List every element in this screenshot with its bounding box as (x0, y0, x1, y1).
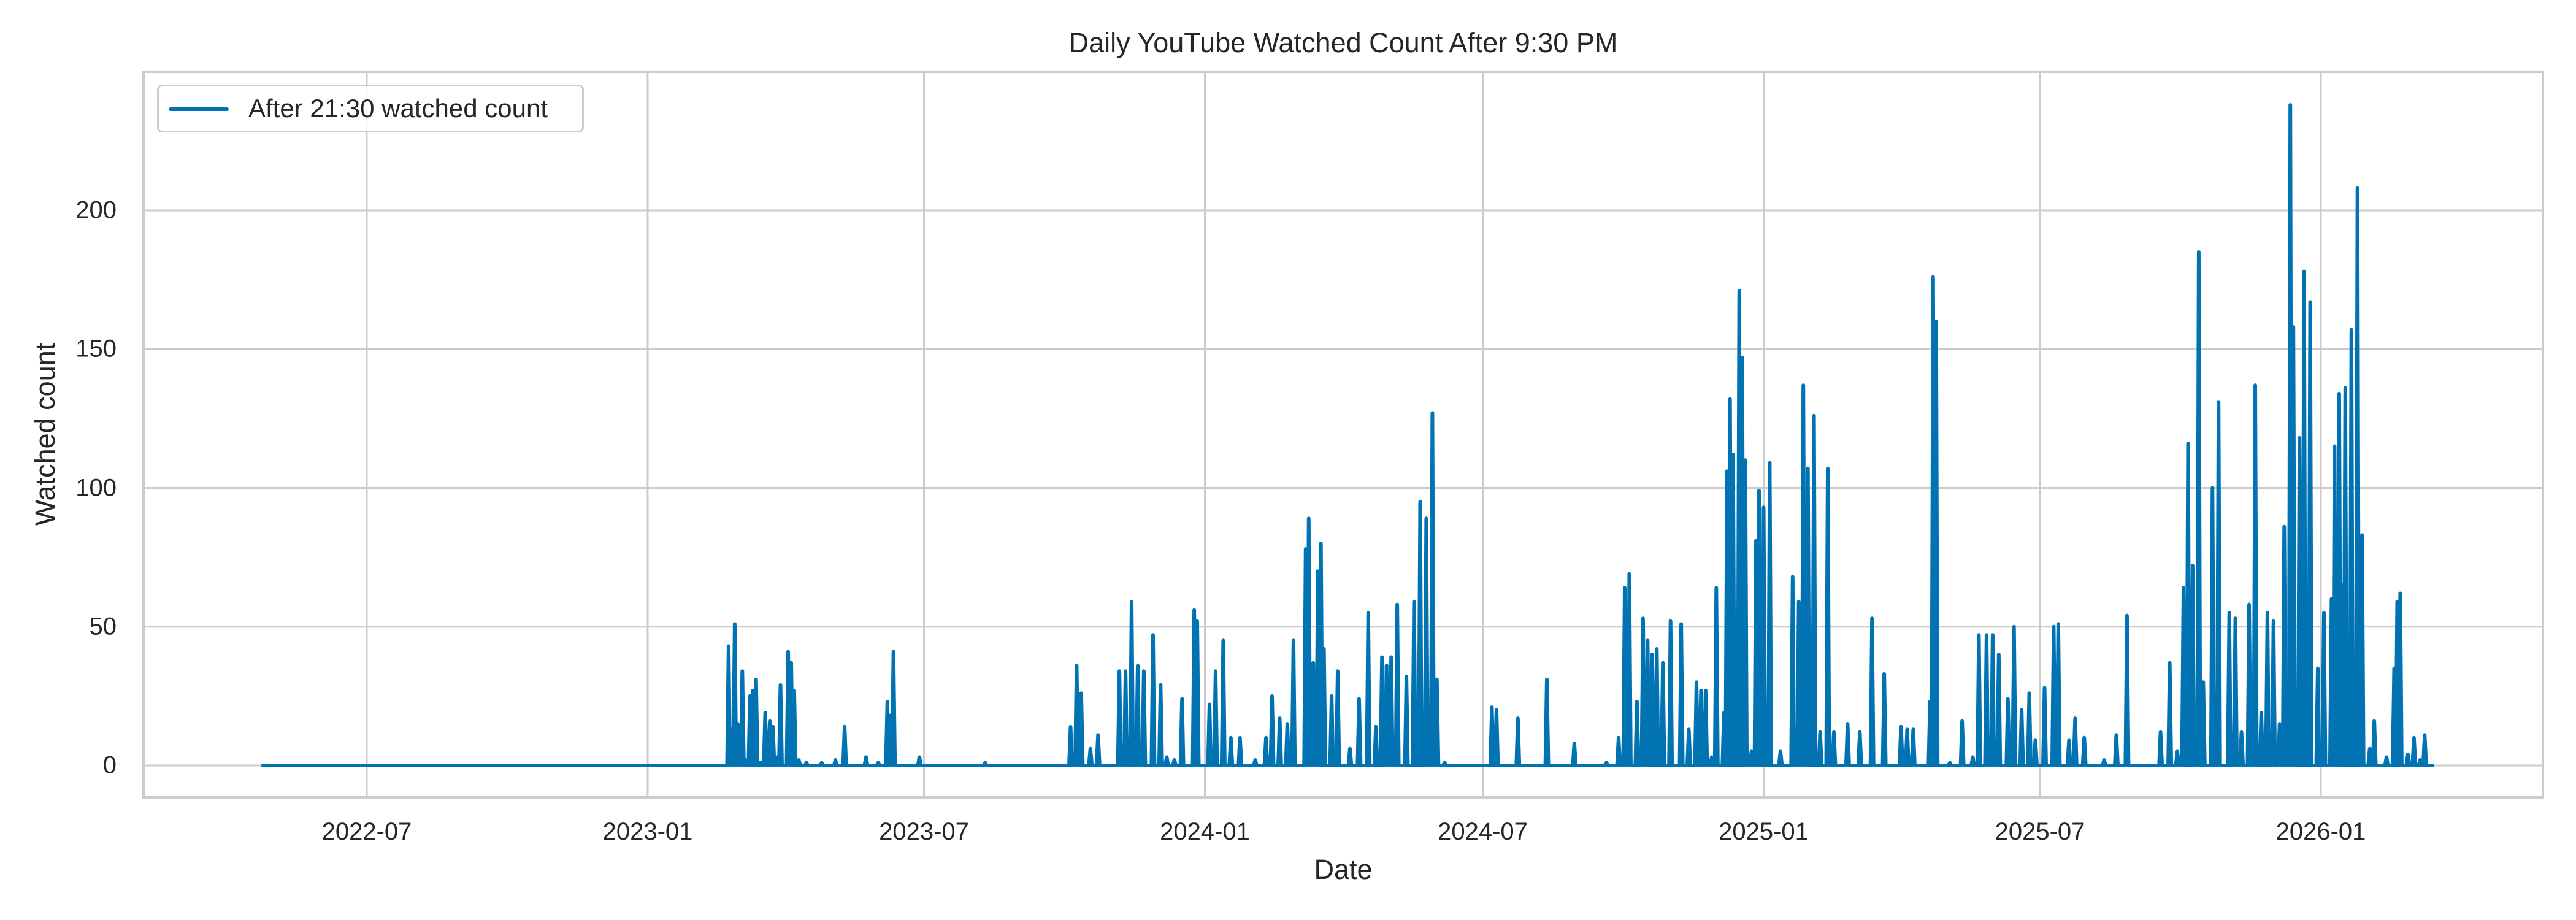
legend-label: After 21:30 watched count (248, 94, 548, 123)
x-gridlines (366, 72, 2322, 797)
x-tick-label: 2025-07 (1995, 818, 2085, 845)
y-tick-label: 200 (75, 196, 117, 224)
y-tick-label: 100 (75, 474, 117, 501)
series-line-after-2130 (261, 103, 2434, 767)
x-tick-label: 2024-07 (1438, 818, 1528, 845)
x-tick-label: 2023-07 (879, 818, 969, 845)
x-axis-label: Date (1314, 854, 1373, 885)
x-tick-label: 2025-01 (1719, 818, 1809, 845)
legend-line-swatch-icon (169, 107, 229, 111)
y-tick-label: 0 (102, 751, 117, 779)
y-axis-label: Watched count (29, 342, 61, 526)
chart-title: Daily YouTube Watched Count After 9:30 P… (1068, 27, 1618, 58)
x-tick-label: 2026-01 (2275, 818, 2366, 845)
x-tick-label: 2022-07 (321, 818, 412, 845)
y-tick-label: 50 (89, 613, 117, 640)
x-tick-label: 2024-01 (1160, 818, 1250, 845)
legend: After 21:30 watched count (157, 85, 584, 132)
y-tick-label: 150 (75, 335, 117, 362)
x-tick-label: 2023-01 (602, 818, 693, 845)
plot-frame (142, 71, 2544, 799)
